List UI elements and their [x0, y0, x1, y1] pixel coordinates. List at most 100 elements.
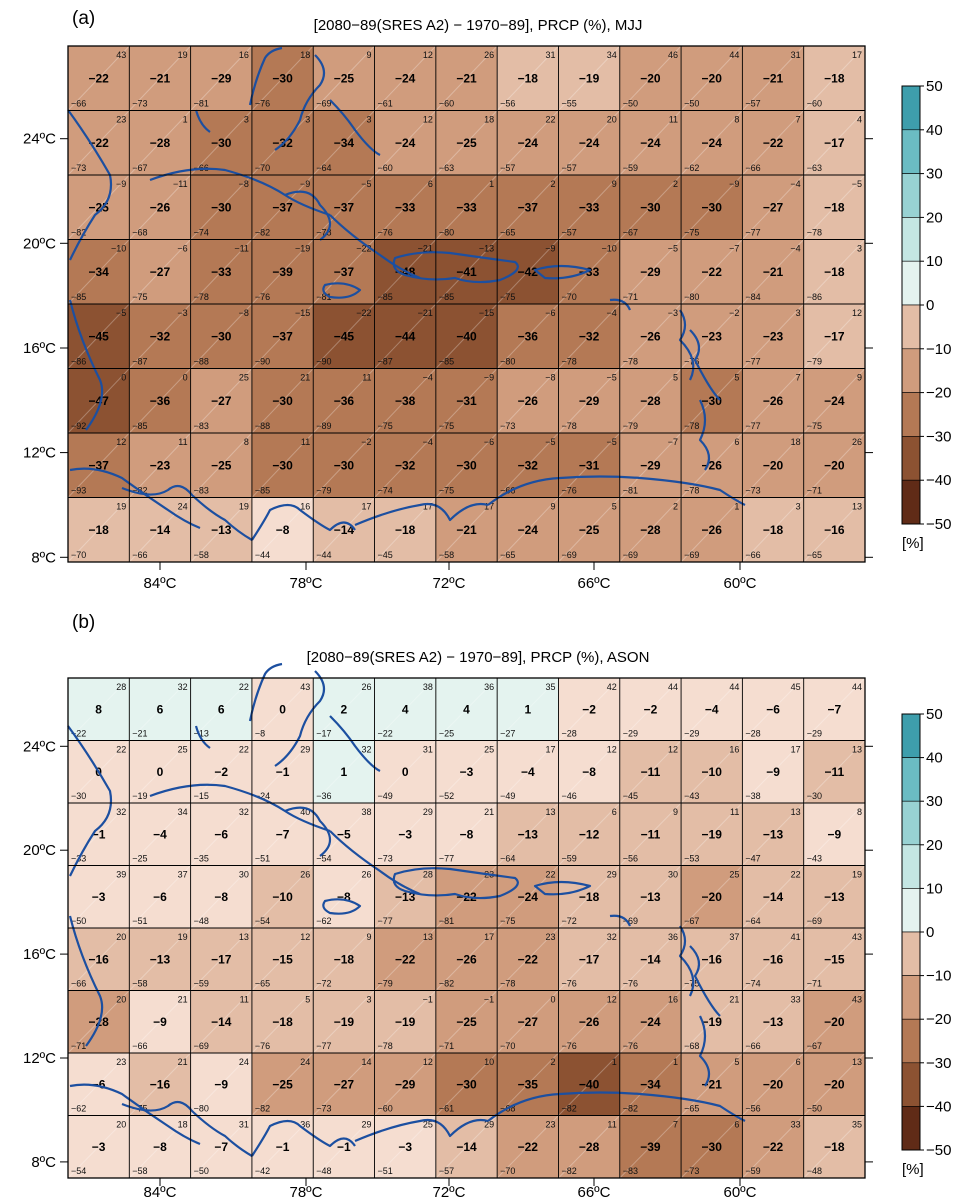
cell-max-value: 32 [178, 682, 188, 692]
cell-mean-value: −36 [518, 329, 539, 343]
cell-min-value: −78 [684, 486, 699, 496]
heatmap-cell: −5 −32 −66 [496, 432, 559, 498]
heatmap-cell: −22 −45 −90 [312, 303, 375, 369]
heatmap-cell: −5 −18 −78 [803, 174, 866, 240]
cell-diagonal [251, 368, 314, 434]
cell-min-value: −92 [71, 421, 86, 431]
cell-max-value: 10 [484, 1057, 494, 1067]
cell-fill [435, 239, 498, 304]
cell-min-value: −75 [439, 421, 454, 431]
cell-fill [129, 497, 191, 562]
cell-min-value: −70 [255, 163, 270, 173]
cell-min-value: −75 [807, 421, 822, 431]
cell-diagonal [128, 368, 191, 434]
cell-diagonal [251, 802, 314, 866]
cell-mean-value: −33 [456, 200, 477, 214]
cell-max-value: 23 [116, 115, 126, 125]
cell-diagonal [680, 45, 743, 111]
cell-min-value: −54 [71, 1166, 86, 1176]
cell-fill [558, 803, 620, 866]
cell-fill [374, 368, 436, 433]
cell-max-value: 2 [550, 179, 555, 189]
heatmap-cell: 44 −2 −29 [619, 677, 682, 741]
cell-max-value: −5 [852, 179, 862, 189]
heatmap-cell: −15 −40 −85 [435, 303, 498, 369]
cell-mean-value: −24 [518, 523, 539, 537]
heatmap-cell: 6 −33 −76 [374, 174, 437, 240]
cell-diagonal [558, 865, 621, 929]
cell-min-value: −57 [500, 163, 515, 173]
cell-fill [251, 304, 314, 369]
cell-fill [681, 239, 743, 304]
heatmap-cell: 23−6−62 [67, 1052, 130, 1116]
cell-mean-value: −26 [456, 952, 477, 966]
cell-min-value: −15 [194, 791, 209, 801]
cell-max-value: 6 [734, 1120, 739, 1130]
heatmap-cell: −10 −34 −85 [67, 239, 130, 305]
heatmap-cell: 41 −16 −74 [742, 927, 805, 991]
cell-max-value: 5 [612, 502, 617, 512]
cell-fill [251, 497, 314, 562]
cell-diagonal [680, 990, 743, 1054]
colorbar-label: −10 [926, 341, 951, 358]
cell-fill [497, 1115, 559, 1178]
heatmap-cell: −6 −30 −75 [435, 432, 498, 498]
colorbar-swatch [901, 392, 921, 437]
cell-mean-value: −20 [702, 71, 723, 85]
cell-mean-value: −39 [272, 265, 293, 279]
cell-max-value: −4 [423, 373, 433, 383]
cell-min-value: −80 [500, 357, 515, 367]
cell-fill [497, 497, 559, 562]
cell-diagonal [742, 677, 805, 741]
cell-max-value: −7 [729, 244, 739, 254]
cell-diagonal [619, 927, 682, 991]
cell-mean-value: −29 [640, 265, 661, 279]
cell-fill [251, 368, 314, 433]
cell-diagonal [190, 1115, 253, 1179]
cell-min-value: −81 [194, 99, 209, 109]
cell-max-value: −5 [545, 437, 555, 447]
heatmap-cell: 19 −13 −58 [190, 497, 253, 563]
cell-diagonal [312, 497, 375, 563]
cell-mean-value: −38 [395, 394, 416, 408]
heatmap-cell: 44 −7 −29 [803, 677, 866, 741]
cell-diagonal [558, 174, 621, 240]
cell-diagonal [803, 677, 866, 741]
cell-fill [742, 865, 804, 928]
cell-max-value: 2 [550, 1057, 555, 1067]
cell-max-value: 46 [668, 50, 678, 60]
cell-diagonal [190, 740, 253, 804]
cell-max-value: −5 [361, 179, 371, 189]
heatmap-cell: −2−23−76 [680, 303, 743, 369]
heatmap-cell: −4 −21 −84 [742, 239, 805, 305]
cell-min-value: −81 [316, 292, 331, 302]
heatmap-cell: 17 −14 −44 [312, 497, 375, 563]
cell-min-value: −80 [194, 1104, 209, 1114]
cell-fill [803, 1115, 865, 1178]
cell-mean-value: −25 [456, 136, 477, 150]
panel-b-x-tick: 66ºC [578, 1184, 611, 1200]
cell-fill [374, 865, 436, 928]
cell-mean-value: −17 [824, 136, 845, 150]
heatmap-cell: 35 1 −27 [496, 677, 559, 741]
cell-diagonal [680, 740, 743, 804]
cell-max-value: 45 [791, 682, 801, 692]
heatmap-cell: 6 −20 −56 [742, 1052, 805, 1116]
heatmap-cell: 9 −33 −57 [558, 174, 621, 240]
cell-mean-value: −18 [824, 1140, 845, 1154]
cell-fill [251, 678, 314, 741]
cell-max-value: 38 [362, 807, 372, 817]
cell-diagonal [251, 497, 314, 563]
cell-fill [803, 803, 865, 866]
cell-max-value: 26 [852, 437, 862, 447]
cell-fill [374, 304, 436, 369]
colorbar-swatch [901, 1106, 921, 1151]
cell-fill [558, 740, 620, 803]
cell-mean-value: −23 [763, 329, 784, 343]
cell-max-value: 26 [484, 50, 494, 60]
heatmap-cell: −6 −27 −75 [128, 239, 191, 305]
cell-diagonal [680, 368, 743, 434]
cell-diagonal [619, 432, 682, 498]
cell-min-value: −47 [745, 854, 760, 864]
cell-max-value: 21 [178, 1057, 188, 1067]
